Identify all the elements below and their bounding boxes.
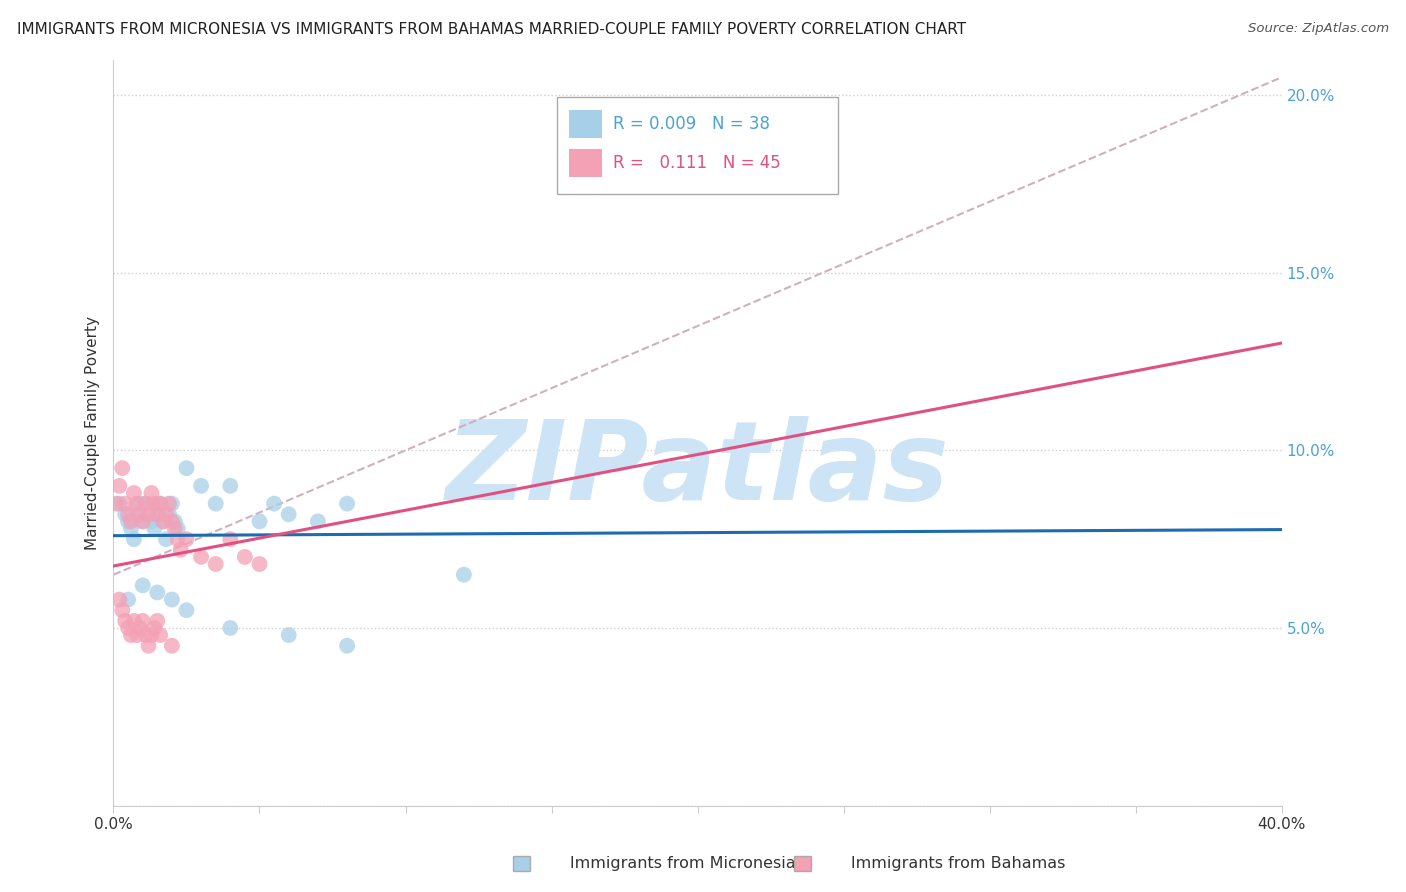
Point [125, 497, 148, 511]
Point [219, 621, 242, 635]
Point [114, 497, 136, 511]
Text: Source: ZipAtlas.com: Source: ZipAtlas.com [1249, 22, 1389, 36]
Text: R = 0.009   N = 38: R = 0.009 N = 38 [613, 115, 770, 133]
Point [336, 639, 359, 653]
Point [160, 639, 183, 653]
Point [128, 621, 150, 635]
Text: R =   0.111   N = 45: R = 0.111 N = 45 [613, 154, 782, 172]
Point [117, 508, 139, 522]
Point [120, 515, 142, 529]
Point [249, 557, 271, 571]
Point [114, 614, 136, 628]
Point [122, 532, 145, 546]
Point [149, 497, 172, 511]
Point [152, 515, 174, 529]
Point [138, 508, 160, 522]
Point [146, 614, 169, 628]
Point [155, 508, 177, 522]
Point [155, 532, 177, 546]
Text: ZIPatlas: ZIPatlas [446, 417, 949, 524]
Point [219, 532, 242, 546]
Point [157, 497, 180, 511]
Point [111, 461, 134, 475]
Point [160, 592, 183, 607]
Point [125, 508, 148, 522]
Point [233, 549, 256, 564]
Point [135, 497, 157, 511]
Point [176, 532, 198, 546]
Point [120, 628, 142, 642]
Point [152, 515, 174, 529]
Point [169, 542, 191, 557]
Text: IMMIGRANTS FROM MICRONESIA VS IMMIGRANTS FROM BAHAMAS MARRIED-COUPLE FAMILY POVE: IMMIGRANTS FROM MICRONESIA VS IMMIGRANTS… [17, 22, 966, 37]
Point [141, 628, 163, 642]
Point [143, 621, 166, 635]
Point [125, 628, 148, 642]
Point [163, 522, 186, 536]
Point [190, 549, 212, 564]
Bar [569, 149, 602, 178]
Point [149, 628, 172, 642]
Point [219, 479, 242, 493]
Point [160, 497, 183, 511]
Point [263, 497, 285, 511]
Point [157, 508, 180, 522]
Point [117, 621, 139, 635]
Point [277, 508, 299, 522]
Point [114, 508, 136, 522]
Y-axis label: Married-Couple Family Poverty: Married-Couple Family Poverty [86, 316, 100, 549]
Point [336, 497, 359, 511]
Point [143, 497, 166, 511]
Point [128, 497, 150, 511]
Point [108, 497, 131, 511]
Point [135, 628, 157, 642]
Point [277, 628, 299, 642]
Point [131, 515, 153, 529]
Point [176, 461, 198, 475]
Text: Immigrants from Micronesia: Immigrants from Micronesia [534, 856, 796, 871]
Point [163, 515, 186, 529]
Point [120, 522, 142, 536]
Point [176, 603, 198, 617]
Text: Immigrants from Bahamas: Immigrants from Bahamas [815, 856, 1066, 871]
Point [122, 486, 145, 500]
Point [190, 479, 212, 493]
Point [141, 515, 163, 529]
Point [117, 515, 139, 529]
Point [108, 592, 131, 607]
Point [131, 515, 153, 529]
Point [204, 497, 226, 511]
FancyBboxPatch shape [557, 97, 838, 194]
Point [111, 603, 134, 617]
Point [131, 614, 153, 628]
Point [135, 497, 157, 511]
Point [138, 508, 160, 522]
Point [146, 508, 169, 522]
Point [166, 532, 188, 546]
Point [122, 614, 145, 628]
Point [108, 479, 131, 493]
Point [105, 497, 128, 511]
Point [204, 557, 226, 571]
Point [166, 522, 188, 536]
Point [138, 639, 160, 653]
Point [141, 486, 163, 500]
Point [128, 508, 150, 522]
Point [453, 567, 475, 582]
Point [249, 515, 271, 529]
Point [131, 578, 153, 592]
Point [146, 508, 169, 522]
Point [160, 515, 183, 529]
Bar [569, 110, 602, 138]
Point [307, 515, 329, 529]
Point [146, 585, 169, 599]
Point [149, 497, 172, 511]
Point [117, 592, 139, 607]
Point [143, 522, 166, 536]
